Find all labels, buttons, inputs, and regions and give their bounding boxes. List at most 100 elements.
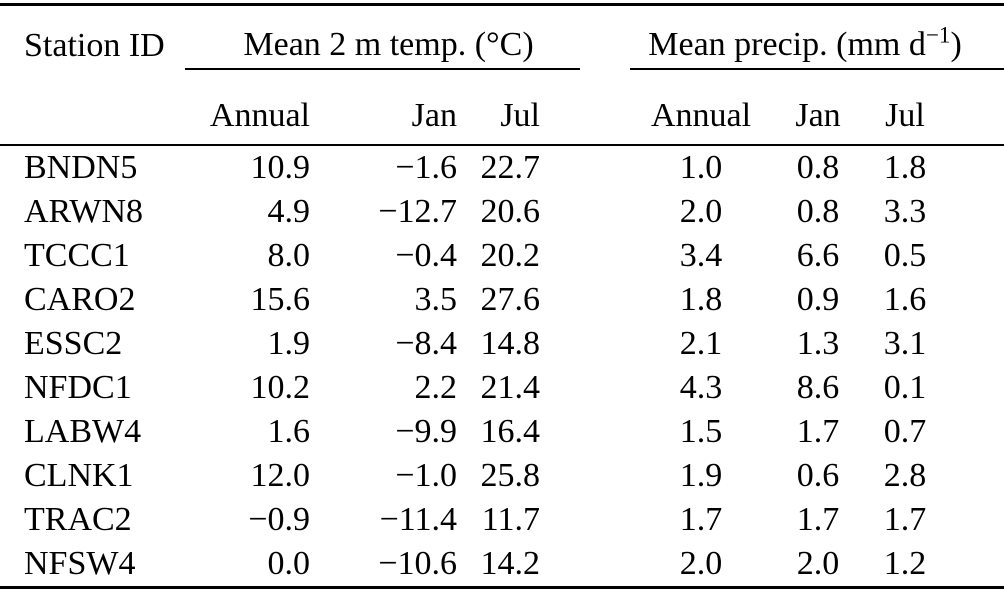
table-row: TCCC1 8.0 −0.4 20.2 3.4 6.6 0.5	[0, 234, 1004, 278]
precip-jan-cell: 6.6	[796, 237, 840, 275]
precip-jan-cell: 0.9	[796, 281, 840, 319]
sub-header-row: Annual Jan Jul Annual Jan Jul	[0, 69, 1004, 146]
column-gap	[580, 5, 630, 70]
table-row: LABW4 1.6 −9.9 16.4 1.5 1.7 0.7	[0, 410, 1004, 454]
station-id-cell: NFSW4	[24, 545, 136, 583]
table-row: BNDN5 10.9 −1.6 22.7 1.0 0.8 1.8	[0, 145, 1004, 190]
precip-annual-cell: 1.0	[679, 149, 723, 187]
precip-annual-cell: 2.0	[679, 545, 723, 583]
precip-annual-cell: 3.4	[679, 237, 723, 275]
station-id-cell: LABW4	[24, 413, 142, 451]
column-gap	[580, 454, 630, 498]
temp-jul-cell: 16.4	[480, 413, 541, 451]
precip-jul-cell: 1.6	[883, 281, 927, 319]
column-gap	[580, 145, 630, 190]
precip-jul-cell: 0.5	[883, 237, 927, 275]
column-gap	[580, 190, 630, 234]
precip-annual-cell: 1.5	[679, 413, 723, 451]
precip-jan-cell: 0.8	[796, 149, 840, 187]
precip-jul-cell: 0.7	[883, 413, 927, 451]
precip-annual-header: Annual	[630, 69, 761, 146]
temp-jul-cell: 20.6	[480, 193, 541, 231]
precip-jan-cell: 2.0	[796, 545, 840, 583]
temp-jan-cell: −12.7	[378, 193, 457, 231]
temp-annual-cell: 0.0	[267, 545, 311, 583]
precip-jul-cell: 0.1	[883, 369, 927, 407]
empty-header-cell	[0, 69, 185, 146]
column-gap	[580, 410, 630, 454]
table-row: ARWN8 4.9 −12.7 20.6 2.0 0.8 3.3	[0, 190, 1004, 234]
column-gap	[580, 366, 630, 410]
station-id-cell: CLNK1	[24, 457, 134, 495]
temp-annual-cell: 10.2	[250, 369, 311, 407]
temp-jan-cell: −1.6	[395, 149, 457, 187]
table-row: TRAC2 −0.9 −11.4 11.7 1.7 1.7 1.7	[0, 498, 1004, 542]
precip-jul-cell: 1.7	[883, 501, 927, 539]
temp-annual-cell: 15.6	[250, 281, 311, 319]
precip-annual-cell: 2.1	[679, 325, 723, 363]
precip-annual-cell: 1.7	[679, 501, 723, 539]
precip-jan-cell: 1.3	[796, 325, 840, 363]
precip-jul-cell: 2.8	[883, 457, 927, 495]
temp-jul-cell: 14.8	[480, 325, 541, 363]
precip-jul-cell: 1.8	[883, 149, 927, 187]
temp-annual-header: Annual	[185, 69, 310, 146]
station-climate-table: Station ID Mean 2 m temp. (°C) Mean prec…	[0, 3, 1004, 589]
temp-annual-cell: −0.9	[248, 501, 310, 539]
station-id-cell: NFDC1	[24, 369, 132, 407]
precip-jan-cell: 1.7	[796, 413, 840, 451]
temp-annual-cell: 12.0	[250, 457, 311, 495]
table-row: NFDC1 10.2 2.2 21.4 4.3 8.6 0.1	[0, 366, 1004, 410]
table-header: Station ID Mean 2 m temp. (°C) Mean prec…	[0, 4, 1004, 146]
station-id-cell: BNDN5	[24, 149, 138, 187]
column-gap	[580, 322, 630, 366]
table-row: CARO2 15.6 3.5 27.6 1.8 0.9 1.6	[0, 278, 1004, 322]
temp-jul-cell: 21.4	[480, 369, 541, 407]
temp-jan-cell: −1.0	[395, 457, 457, 495]
precip-unit-exponent: −1	[925, 22, 951, 49]
precip-annual-cell: 4.3	[679, 369, 723, 407]
table-row: NFSW4 0.0 −10.6 14.2 2.0 2.0 1.2	[0, 542, 1004, 588]
temp-jul-cell: 25.8	[480, 457, 541, 495]
precip-jan-cell: 0.8	[796, 193, 840, 231]
precip-jan-cell: 1.7	[796, 501, 840, 539]
precip-annual-cell: 2.0	[679, 193, 723, 231]
precip-jan-cell: 8.6	[796, 369, 840, 407]
precip-jul-cell: 3.1	[883, 325, 927, 363]
temp-annual-cell: 4.9	[267, 193, 311, 231]
station-id-cell: CARO2	[24, 281, 136, 319]
precip-jan-cell: 0.6	[796, 457, 840, 495]
temp-jan-cell: 3.5	[414, 281, 458, 319]
temp-annual-cell: 8.0	[267, 237, 311, 275]
column-gap	[580, 498, 630, 542]
precip-unit-prefix: Mean precip. (mm d	[648, 25, 926, 63]
table-row: CLNK1 12.0 −1.0 25.8 1.9 0.6 2.8	[0, 454, 1004, 498]
temp-jul-cell: 11.7	[481, 501, 541, 539]
temp-group-header: Mean 2 m temp. (°C)	[185, 4, 581, 70]
station-id-cell: ARWN8	[24, 193, 143, 231]
column-gap	[580, 69, 631, 146]
temp-jul-cell: 27.6	[480, 281, 541, 319]
temp-jan-cell: −11.4	[379, 501, 457, 539]
station-id-cell: ESSC2	[24, 325, 123, 363]
temp-jan-cell: −9.9	[395, 413, 457, 451]
precip-group-header: Mean precip. (mm d−1)	[630, 4, 1004, 70]
precip-annual-cell: 1.8	[679, 281, 723, 319]
column-gap	[580, 278, 630, 322]
precip-jul-cell: 3.3	[883, 193, 927, 231]
temp-jan-header: Jan	[310, 69, 457, 146]
temp-jan-cell: 2.2	[414, 369, 458, 407]
station-id-cell: TRAC2	[24, 501, 132, 539]
station-id-header: Station ID	[24, 26, 165, 64]
station-id-cell: TCCC1	[24, 237, 130, 275]
temp-annual-cell: 1.6	[267, 413, 311, 451]
temp-jan-cell: −8.4	[395, 325, 457, 363]
table-body: BNDN5 10.9 −1.6 22.7 1.0 0.8 1.8 ARWN8 4.9 −12.7 2…	[0, 145, 1004, 588]
temp-jul-header: Jul	[457, 69, 581, 146]
group-header-row: Station ID Mean 2 m temp. (°C) Mean prec…	[0, 4, 1004, 70]
temp-annual-cell: 10.9	[250, 149, 311, 187]
table-row: ESSC2 1.9 −8.4 14.8 2.1 1.3 3.1	[0, 322, 1004, 366]
temp-jul-cell: 14.2	[480, 545, 541, 583]
column-gap	[580, 234, 630, 278]
precip-jul-header: Jul	[876, 69, 1004, 146]
